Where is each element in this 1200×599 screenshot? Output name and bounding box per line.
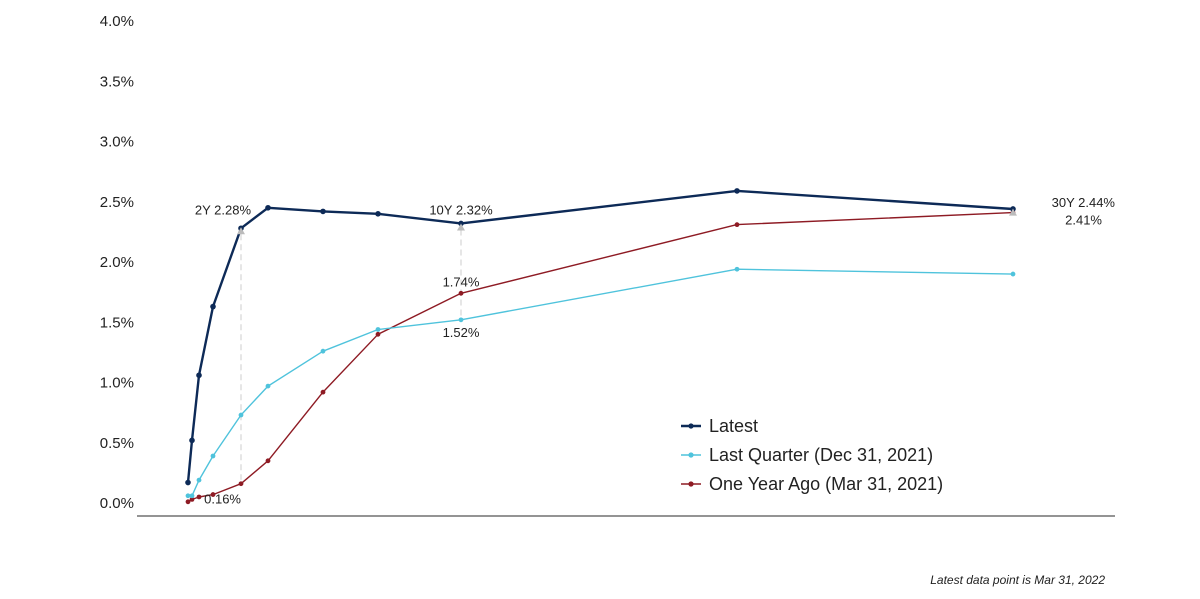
data-point-one-year-ago-mar-31-2021 (265, 458, 271, 464)
y-tick-label: 3.5% (100, 73, 134, 90)
data-point-latest (734, 188, 740, 194)
data-point-latest (196, 372, 202, 379)
y-tick-label: 0.5% (100, 435, 134, 452)
legend-swatch-marker (688, 481, 694, 487)
data-point-latest (320, 208, 326, 215)
data-point-one-year-ago-mar-31-2021 (189, 496, 195, 502)
data-point-latest (189, 437, 195, 444)
data-point-latest (265, 204, 271, 211)
y-tick-label: 2.5% (100, 194, 134, 211)
data-point-one-year-ago-mar-31-2021 (196, 494, 202, 500)
y-tick-label: 0.0% (100, 495, 134, 512)
annotation-ann-10y-year: 1.74% (443, 274, 480, 289)
annotation-ann-10y-latest: 10Y 2.32% (429, 202, 493, 217)
annotation-marker (237, 227, 245, 235)
data-point-latest (210, 303, 216, 310)
y-tick-label: 3.0% (100, 134, 134, 151)
y-tick-label: 1.5% (100, 314, 134, 331)
y-tick-label: 4.0% (100, 13, 134, 30)
series-line-latest (186, 189, 1014, 483)
annotation-ann-30y-latest: 30Y 2.44% (1052, 195, 1116, 210)
data-point-latest (185, 479, 191, 486)
annotation-ann-30y-year: 2.41% (1065, 213, 1102, 228)
guide-lines (240, 229, 462, 480)
data-point-last-quarter-dec-31-2021 (1010, 271, 1016, 277)
annotation-ann-10y-quarter: 1.52% (443, 325, 480, 340)
data-point-last-quarter-dec-31-2021 (265, 383, 271, 389)
data-point-one-year-ago-mar-31-2021 (185, 499, 191, 505)
legend-label: One Year Ago (Mar 31, 2021) (709, 474, 943, 494)
data-point-last-quarter-dec-31-2021 (320, 348, 326, 354)
annotations: 2Y 2.28% 0.16% 10Y 2.32% 1.74% 1.52% 30Y 2.44… (195, 195, 1116, 507)
annotation-ann-2y-year: 0.16% (204, 492, 241, 507)
data-point-one-year-ago-mar-31-2021 (375, 331, 381, 337)
data-point-last-quarter-dec-31-2021 (210, 453, 216, 459)
legend-swatch-marker (688, 423, 694, 429)
legend-swatch-marker (688, 452, 694, 458)
annotation-ann-2y-latest: 2Y 2.28% (195, 202, 252, 217)
series-layer (185, 188, 1016, 505)
data-point-last-quarter-dec-31-2021 (238, 412, 244, 418)
legend: Latest Last Quarter (Dec 31, 2021) One Yea… (681, 416, 943, 494)
data-point-one-year-ago-mar-31-2021 (458, 290, 464, 296)
data-point-last-quarter-dec-31-2021 (734, 266, 740, 272)
data-point-one-year-ago-mar-31-2021 (238, 481, 244, 487)
annotation-marker (457, 223, 465, 231)
data-point-one-year-ago-mar-31-2021 (320, 389, 326, 395)
data-point-last-quarter-dec-31-2021 (189, 493, 195, 499)
y-axis: 0.0% 0.5% 1.0% 1.5% 2.0% 2.5% 3.0% 3.5% 4.0% (100, 13, 134, 512)
footnote: Latest data point is Mar 31, 2022 (930, 573, 1105, 587)
data-point-one-year-ago-mar-31-2021 (210, 492, 216, 497)
legend-label: Latest (709, 416, 758, 436)
data-point-last-quarter-dec-31-2021 (196, 477, 202, 483)
legend-label: Last Quarter (Dec 31, 2021) (709, 445, 933, 465)
data-point-last-quarter-dec-31-2021 (458, 317, 464, 323)
data-point-latest (375, 211, 381, 217)
data-point-last-quarter-dec-31-2021 (185, 493, 191, 499)
data-point-one-year-ago-mar-31-2021 (734, 222, 740, 228)
y-tick-label: 2.0% (100, 254, 134, 271)
annotation-marker (1009, 208, 1017, 216)
y-tick-label: 1.0% (100, 375, 134, 392)
data-point-last-quarter-dec-31-2021 (375, 327, 381, 332)
